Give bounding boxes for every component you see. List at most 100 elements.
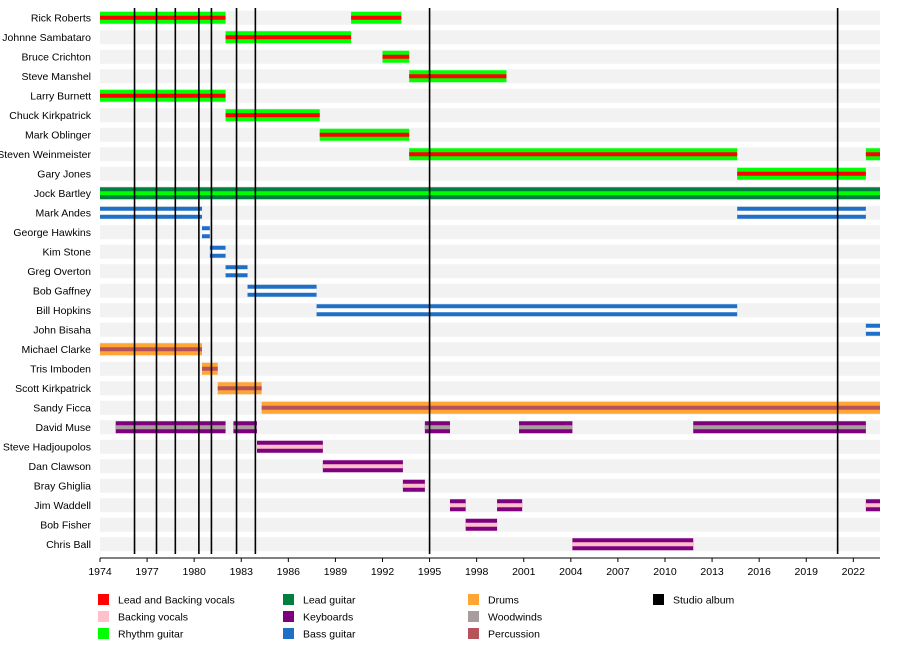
member-label-mark-andes: Mark Andes: [36, 207, 91, 219]
legend-label-lead-backing-vocals: Lead and Backing vocals: [118, 595, 235, 607]
member-label-john-bisaha: John Bisaha: [33, 324, 91, 336]
x-tick-label-2001: 2001: [512, 566, 536, 578]
member-bar-stripe-steve-manshel-0: [409, 74, 507, 79]
x-tick-label-1974: 1974: [88, 566, 112, 578]
x-tick-label-2019: 2019: [795, 566, 819, 578]
member-bar-stripe-jim-waddell-2: [865, 503, 880, 508]
legend-label-bass-guitar: Bass guitar: [303, 629, 356, 641]
x-tick-label-2007: 2007: [606, 566, 630, 578]
member-bar-stripe-dan-clawson-0: [322, 464, 403, 469]
legend-swatch-drums: [468, 594, 479, 605]
member-label-sandy-ficca: Sandy Ficca: [33, 402, 91, 414]
row-background-chuck-kirkpatrick: [100, 108, 880, 123]
x-tick-label-1977: 1977: [135, 566, 159, 578]
legend-label-studio-album: Studio album: [673, 595, 735, 607]
member-label-steve-hadjoupolos: Steve Hadjoupolos: [3, 441, 91, 453]
member-bar-stripe-david-muse-1: [233, 425, 257, 430]
member-label-jock-bartley: Jock Bartley: [34, 188, 92, 200]
x-tick-label-2004: 2004: [559, 566, 583, 578]
row-background-michael-clarke: [100, 342, 880, 357]
member-bar-stripe-johnne-sambataro-0: [225, 35, 352, 40]
member-label-steven-weinmeister: Steven Weinmeister: [0, 149, 91, 161]
member-bar-stripe-mark-andes-0: [100, 210, 203, 215]
row-background-mark-oblinger: [100, 127, 880, 142]
member-bar-stripe-jim-waddell-1: [497, 503, 523, 508]
legend-swatch-woodwinds: [468, 611, 479, 622]
x-tick-label-1983: 1983: [230, 566, 254, 578]
legend-label-woodwinds: Woodwinds: [488, 612, 542, 624]
row-background-tris-imboden: [100, 361, 880, 376]
member-bar-stripe-sandy-ficca-0: [261, 405, 880, 410]
member-label-bob-fisher: Bob Fisher: [40, 519, 91, 531]
row-background-larry-burnett: [100, 88, 880, 103]
row-background-mark-andes: [100, 205, 880, 220]
member-bar-stripe-steven-weinmeister-1: [865, 152, 880, 157]
member-label-johnne-sambataro: Johnne Sambataro: [2, 32, 91, 44]
member-bar-stripe-david-muse-4: [693, 425, 866, 430]
row-background-bruce-crichton: [100, 49, 880, 64]
row-background-jim-waddell: [100, 498, 880, 513]
member-bar-stripe-bruce-crichton-0: [382, 54, 410, 59]
member-label-scott-kirkpatrick: Scott Kirkpatrick: [15, 383, 92, 395]
legend-label-rhythm-guitar: Rhythm guitar: [118, 629, 184, 641]
member-labels: Rick Roberts Johnne Sambataro Bruce Cricht…: [0, 12, 92, 551]
member-label-bray-ghiglia: Bray Ghiglia: [34, 480, 91, 492]
row-background-rick-roberts: [100, 10, 880, 25]
member-bar-stripe-bill-hopkins-0: [316, 308, 738, 313]
member-bar-stripe-bray-ghiglia-0: [402, 483, 425, 488]
member-label-larry-burnett: Larry Burnett: [30, 90, 91, 102]
member-label-chuck-kirkpatrick: Chuck Kirkpatrick: [9, 110, 91, 122]
member-bar-stripe-david-muse-2: [424, 425, 450, 430]
row-background-steve-hadjoupolos: [100, 439, 880, 454]
member-label-bruce-crichton: Bruce Crichton: [22, 51, 92, 63]
member-bar-stripe-rick-roberts-1: [351, 15, 402, 20]
x-tick-label-1992: 1992: [371, 566, 395, 578]
member-bar-stripe-john-bisaha-0: [865, 327, 880, 332]
x-tick-label-2013: 2013: [700, 566, 724, 578]
row-background-scott-kirkpatrick: [100, 381, 880, 396]
row-background-bob-gaffney: [100, 283, 880, 298]
member-bar-stripe-steven-weinmeister-0: [409, 152, 738, 157]
x-tick-label-1986: 1986: [277, 566, 301, 578]
member-bar-stripe-bob-fisher-0: [465, 522, 498, 527]
member-label-steve-manshel: Steve Manshel: [22, 71, 91, 83]
member-label-gary-jones: Gary Jones: [37, 168, 91, 180]
legend-swatch-studio-album: [653, 594, 664, 605]
legend-label-backing-vocals: Backing vocals: [118, 612, 188, 624]
row-background-dan-clawson: [100, 459, 880, 474]
member-label-michael-clarke: Michael Clarke: [22, 344, 92, 356]
x-tick-label-2022: 2022: [842, 566, 866, 578]
member-label-bill-hopkins: Bill Hopkins: [36, 305, 91, 317]
member-bar-stripe-bob-gaffney-0: [247, 288, 317, 293]
member-label-dan-clawson: Dan Clawson: [29, 461, 92, 473]
legend: Lead and Backing vocals Backing vocals Rhy…: [98, 594, 735, 641]
x-tick-label-2016: 2016: [747, 566, 771, 578]
legend-swatch-percussion: [468, 628, 479, 639]
member-label-george-hawkins: George Hawkins: [13, 227, 91, 239]
member-bar-stripe-gary-jones-0: [737, 171, 866, 176]
legend-label-keyboards: Keyboards: [303, 612, 353, 624]
member-label-david-muse: David Muse: [36, 422, 92, 434]
member-bar-stripe-larry-burnett-0: [100, 93, 226, 98]
member-label-bob-gaffney: Bob Gaffney: [33, 285, 92, 297]
x-tick-label-1995: 1995: [418, 566, 442, 578]
member-label-mark-oblinger: Mark Oblinger: [25, 129, 91, 141]
row-background-david-muse: [100, 420, 880, 435]
member-bar-stripe-jim-waddell-0: [449, 503, 466, 508]
member-bar-stripe-mark-oblinger-0: [319, 132, 410, 137]
member-bar-stripe-mark-andes-1: [737, 210, 866, 215]
row-background-chris-ball: [100, 537, 880, 552]
member-bar-stripe-jock-bartley-0: [100, 191, 880, 196]
member-bar-stripe-rick-roberts-0: [100, 15, 226, 20]
row-background-bray-ghiglia: [100, 478, 880, 493]
x-tick-label-2010: 2010: [653, 566, 677, 578]
legend-swatch-bass-guitar: [283, 628, 294, 639]
member-label-greg-overton: Greg Overton: [27, 266, 91, 278]
studio-album-lines: [133, 8, 839, 554]
member-bar-stripe-chris-ball-0: [572, 542, 694, 547]
row-background-george-hawkins: [100, 225, 880, 240]
member-label-rick-roberts: Rick Roberts: [31, 12, 91, 24]
member-bar-stripe-scott-kirkpatrick-0: [217, 386, 262, 391]
member-bar-stripe-david-muse-0: [115, 425, 226, 430]
